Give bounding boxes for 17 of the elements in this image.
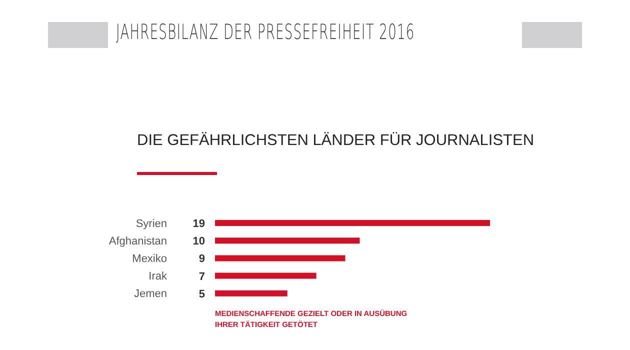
y-tick-label: Mexiko	[132, 253, 167, 265]
bar	[215, 272, 316, 279]
bar	[215, 238, 360, 244]
data-label: 19	[192, 218, 205, 230]
data-label: 9	[198, 253, 205, 266]
bar	[215, 290, 288, 296]
bar	[215, 255, 346, 262]
y-tick-label: Irak	[148, 270, 168, 283]
bar	[215, 220, 490, 226]
data-label: 7	[198, 270, 205, 283]
y-tick-label: Syrien	[136, 218, 167, 230]
chart-title: JAHRESBILANZ DER PRESSEFREIHEIT 2016	[116, 20, 415, 44]
data-label: 5	[198, 288, 205, 300]
data-label: 10	[192, 236, 205, 248]
y-tick-label: Jemen	[134, 288, 167, 300]
chart-subtitle: DIE GEFÄHRLICHSTEN LÄNDER FÜR JOURNALISTEN	[137, 132, 534, 150]
y-tick-label: Afghanistan	[108, 235, 167, 248]
